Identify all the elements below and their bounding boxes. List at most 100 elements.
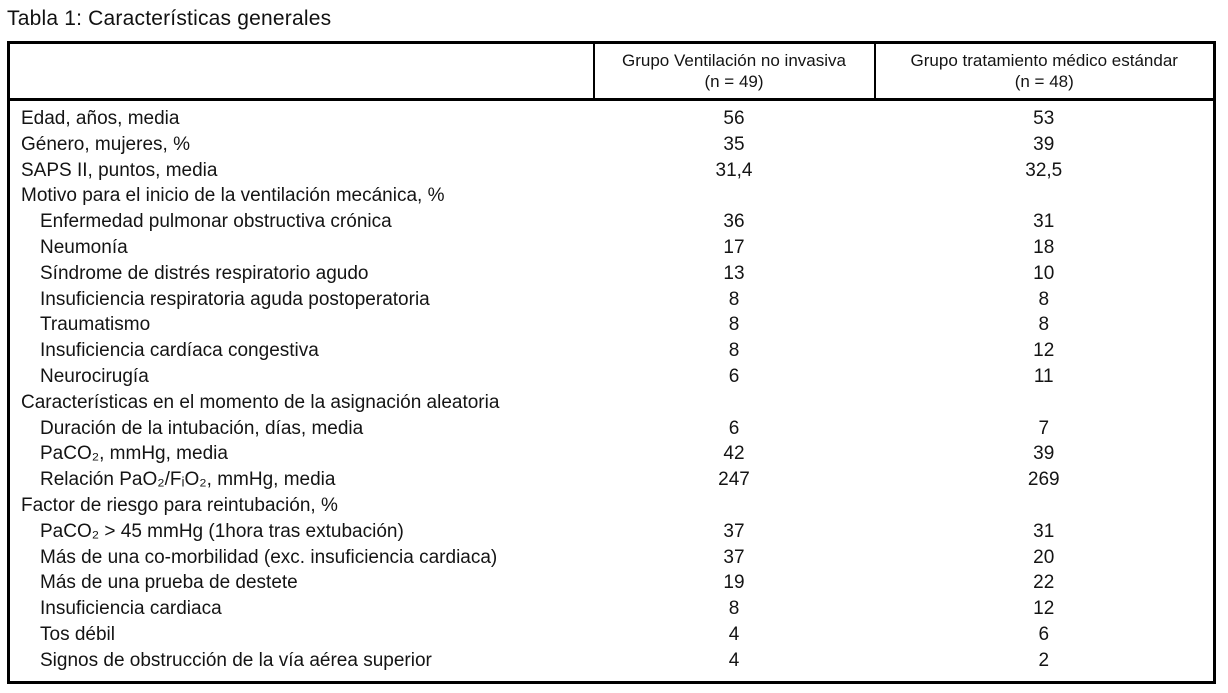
table-row: Insuficiencia respiratoria aguda postope… <box>9 287 1215 313</box>
row-value-niv: 4 <box>728 623 740 645</box>
row-label: Más de una co-morbilidad (exc. insuficie… <box>40 546 498 568</box>
table-row: Características en el momento de la asig… <box>9 390 1215 416</box>
table-row: Motivo para el inicio de la ventilación … <box>9 183 1215 209</box>
header-group-standard-name: Grupo tratamiento médico estándar <box>910 51 1178 70</box>
table-row: SAPS II, puntos, media 31,4 32,5 <box>9 158 1215 184</box>
row-value-standard: 18 <box>1033 236 1055 258</box>
row-value-niv: 17 <box>723 236 745 258</box>
row-label: SAPS II, puntos, media <box>21 159 218 181</box>
row-label: Tos débil <box>40 623 115 645</box>
row-value-niv: 35 <box>723 133 745 155</box>
header-group-niv-name: Grupo Ventilación no invasiva <box>622 51 846 70</box>
row-value-niv: 247 <box>718 469 750 491</box>
row-value-standard: 12 <box>1033 598 1055 620</box>
row-value-standard <box>875 183 1215 209</box>
row-label: Género, mujeres, % <box>21 133 190 155</box>
row-label: Duración de la intubación, días, media <box>40 417 364 439</box>
table-row: Relación PaO₂/FᵢO₂, mmHg, media 247 269 <box>9 467 1215 493</box>
row-label: Insuficiencia respiratoria aguda postope… <box>40 288 430 310</box>
row-label: Insuficiencia cardiaca <box>40 598 222 620</box>
row-value-standard: 31 <box>1033 520 1055 542</box>
header-group-standard: Grupo tratamiento médico estándar (n = 4… <box>873 42 1215 101</box>
table-row: Más de una prueba de destete 19 22 <box>9 570 1215 596</box>
row-value-niv: 42 <box>723 443 745 465</box>
row-value-standard: 11 <box>1033 365 1054 387</box>
row-value-standard: 39 <box>1033 443 1055 465</box>
table-row: Neumonía 17 18 <box>9 235 1215 261</box>
row-value-niv: 36 <box>723 211 745 233</box>
row-value-standard <box>875 390 1215 416</box>
row-value-niv: 37 <box>723 520 745 542</box>
table-row: Síndrome de distrés respiratorio agudo 1… <box>9 261 1215 287</box>
row-label: Neumonía <box>40 236 128 258</box>
row-label: Enfermedad pulmonar obstructiva crónica <box>40 211 392 233</box>
row-label: Más de una prueba de destete <box>40 572 298 594</box>
table-caption: Tabla 1: Características generales <box>7 7 332 30</box>
table-row: PaCO₂ > 45 mmHg (1hora tras extubación) … <box>9 519 1215 545</box>
row-label: Neurocirugía <box>40 365 149 387</box>
table-row: Enfermedad pulmonar obstructiva crónica … <box>9 209 1215 235</box>
row-value-niv: 8 <box>728 340 740 362</box>
row-value-niv: 6 <box>728 365 740 387</box>
table-body: Edad, años, media 56 53 Género, mujeres,… <box>9 100 1215 683</box>
table-row: PaCO₂, mmHg, media 42 39 <box>9 441 1215 467</box>
row-value-standard: 8 <box>1038 314 1050 336</box>
row-value-standard: 269 <box>1027 469 1060 491</box>
row-value-standard: 32,5 <box>1025 159 1063 181</box>
table-row: Neurocirugía 6 11 <box>9 364 1215 390</box>
table-row: Tos débil 4 6 <box>9 622 1215 648</box>
table-row: Género, mujeres, % 35 39 <box>9 132 1215 158</box>
row-value-standard: 8 <box>1038 288 1050 310</box>
row-value-niv: 8 <box>728 314 740 336</box>
table-row: Signos de obstrucción de la vía aérea su… <box>9 648 1215 682</box>
row-value-niv: 6 <box>728 417 740 439</box>
row-label: Motivo para el inicio de la ventilación … <box>21 185 445 207</box>
row-value-niv: 8 <box>728 288 740 310</box>
header-group-niv: Grupo Ventilación no invasiva (n = 49) <box>592 42 875 101</box>
row-label: Características en el momento de la asig… <box>21 391 500 413</box>
row-value-standard: 7 <box>1038 417 1050 439</box>
header-row: Grupo Ventilación no invasiva (n = 49) G… <box>8 42 1215 101</box>
table-row: Edad, años, media 56 53 <box>9 100 1215 132</box>
row-value-standard: 31 <box>1033 211 1055 233</box>
row-label: PaCO₂, mmHg, media <box>40 443 228 465</box>
row-value-niv <box>594 183 875 209</box>
characteristics-table: Grupo Ventilación no invasiva (n = 49) G… <box>7 41 1216 684</box>
row-label: Factor de riesgo para reintubación, % <box>21 494 338 516</box>
row-value-standard: 20 <box>1033 546 1055 568</box>
row-value-niv: 8 <box>728 598 740 620</box>
row-value-standard: 22 <box>1033 572 1055 594</box>
row-value-niv: 4 <box>728 649 740 671</box>
row-value-standard: 2 <box>1038 649 1050 671</box>
row-label: Relación PaO₂/FᵢO₂, mmHg, media <box>40 469 336 491</box>
row-value-standard: 10 <box>1033 262 1055 284</box>
row-value-niv <box>594 493 875 519</box>
table-row: Duración de la intubación, días, media 6… <box>9 416 1215 442</box>
row-value-niv: 31,4 <box>715 159 753 181</box>
row-value-standard: 53 <box>1033 108 1055 129</box>
row-value-niv: 13 <box>723 262 745 284</box>
row-value-standard: 6 <box>1038 623 1050 645</box>
row-value-standard: 39 <box>1033 133 1055 155</box>
row-label: Edad, años, media <box>21 108 180 129</box>
row-value-niv: 56 <box>723 108 745 129</box>
header-label-cell <box>8 42 594 101</box>
row-value-niv: 19 <box>723 572 745 594</box>
row-value-niv <box>594 390 875 416</box>
row-label: Signos de obstrucción de la vía aérea su… <box>40 649 432 671</box>
header-group-niv-n: (n = 49) <box>704 72 764 91</box>
row-value-standard: 12 <box>1033 340 1055 362</box>
table-row: Insuficiencia cardíaca congestiva 8 12 <box>9 338 1215 364</box>
row-value-standard <box>875 493 1215 519</box>
header-group-standard-n: (n = 48) <box>1014 72 1074 91</box>
table-row: Más de una co-morbilidad (exc. insuficie… <box>9 545 1215 571</box>
table-row: Insuficiencia cardiaca 8 12 <box>9 596 1215 622</box>
table-row: Factor de riesgo para reintubación, % <box>9 493 1215 519</box>
row-value-niv: 37 <box>723 546 745 568</box>
row-label: Síndrome de distrés respiratorio agudo <box>40 262 369 284</box>
row-label: Traumatismo <box>40 314 151 336</box>
table-header: Grupo Ventilación no invasiva (n = 49) G… <box>8 42 1215 101</box>
row-label: PaCO₂ > 45 mmHg (1hora tras extubación) <box>40 520 404 542</box>
table-row: Traumatismo 8 8 <box>9 312 1215 338</box>
